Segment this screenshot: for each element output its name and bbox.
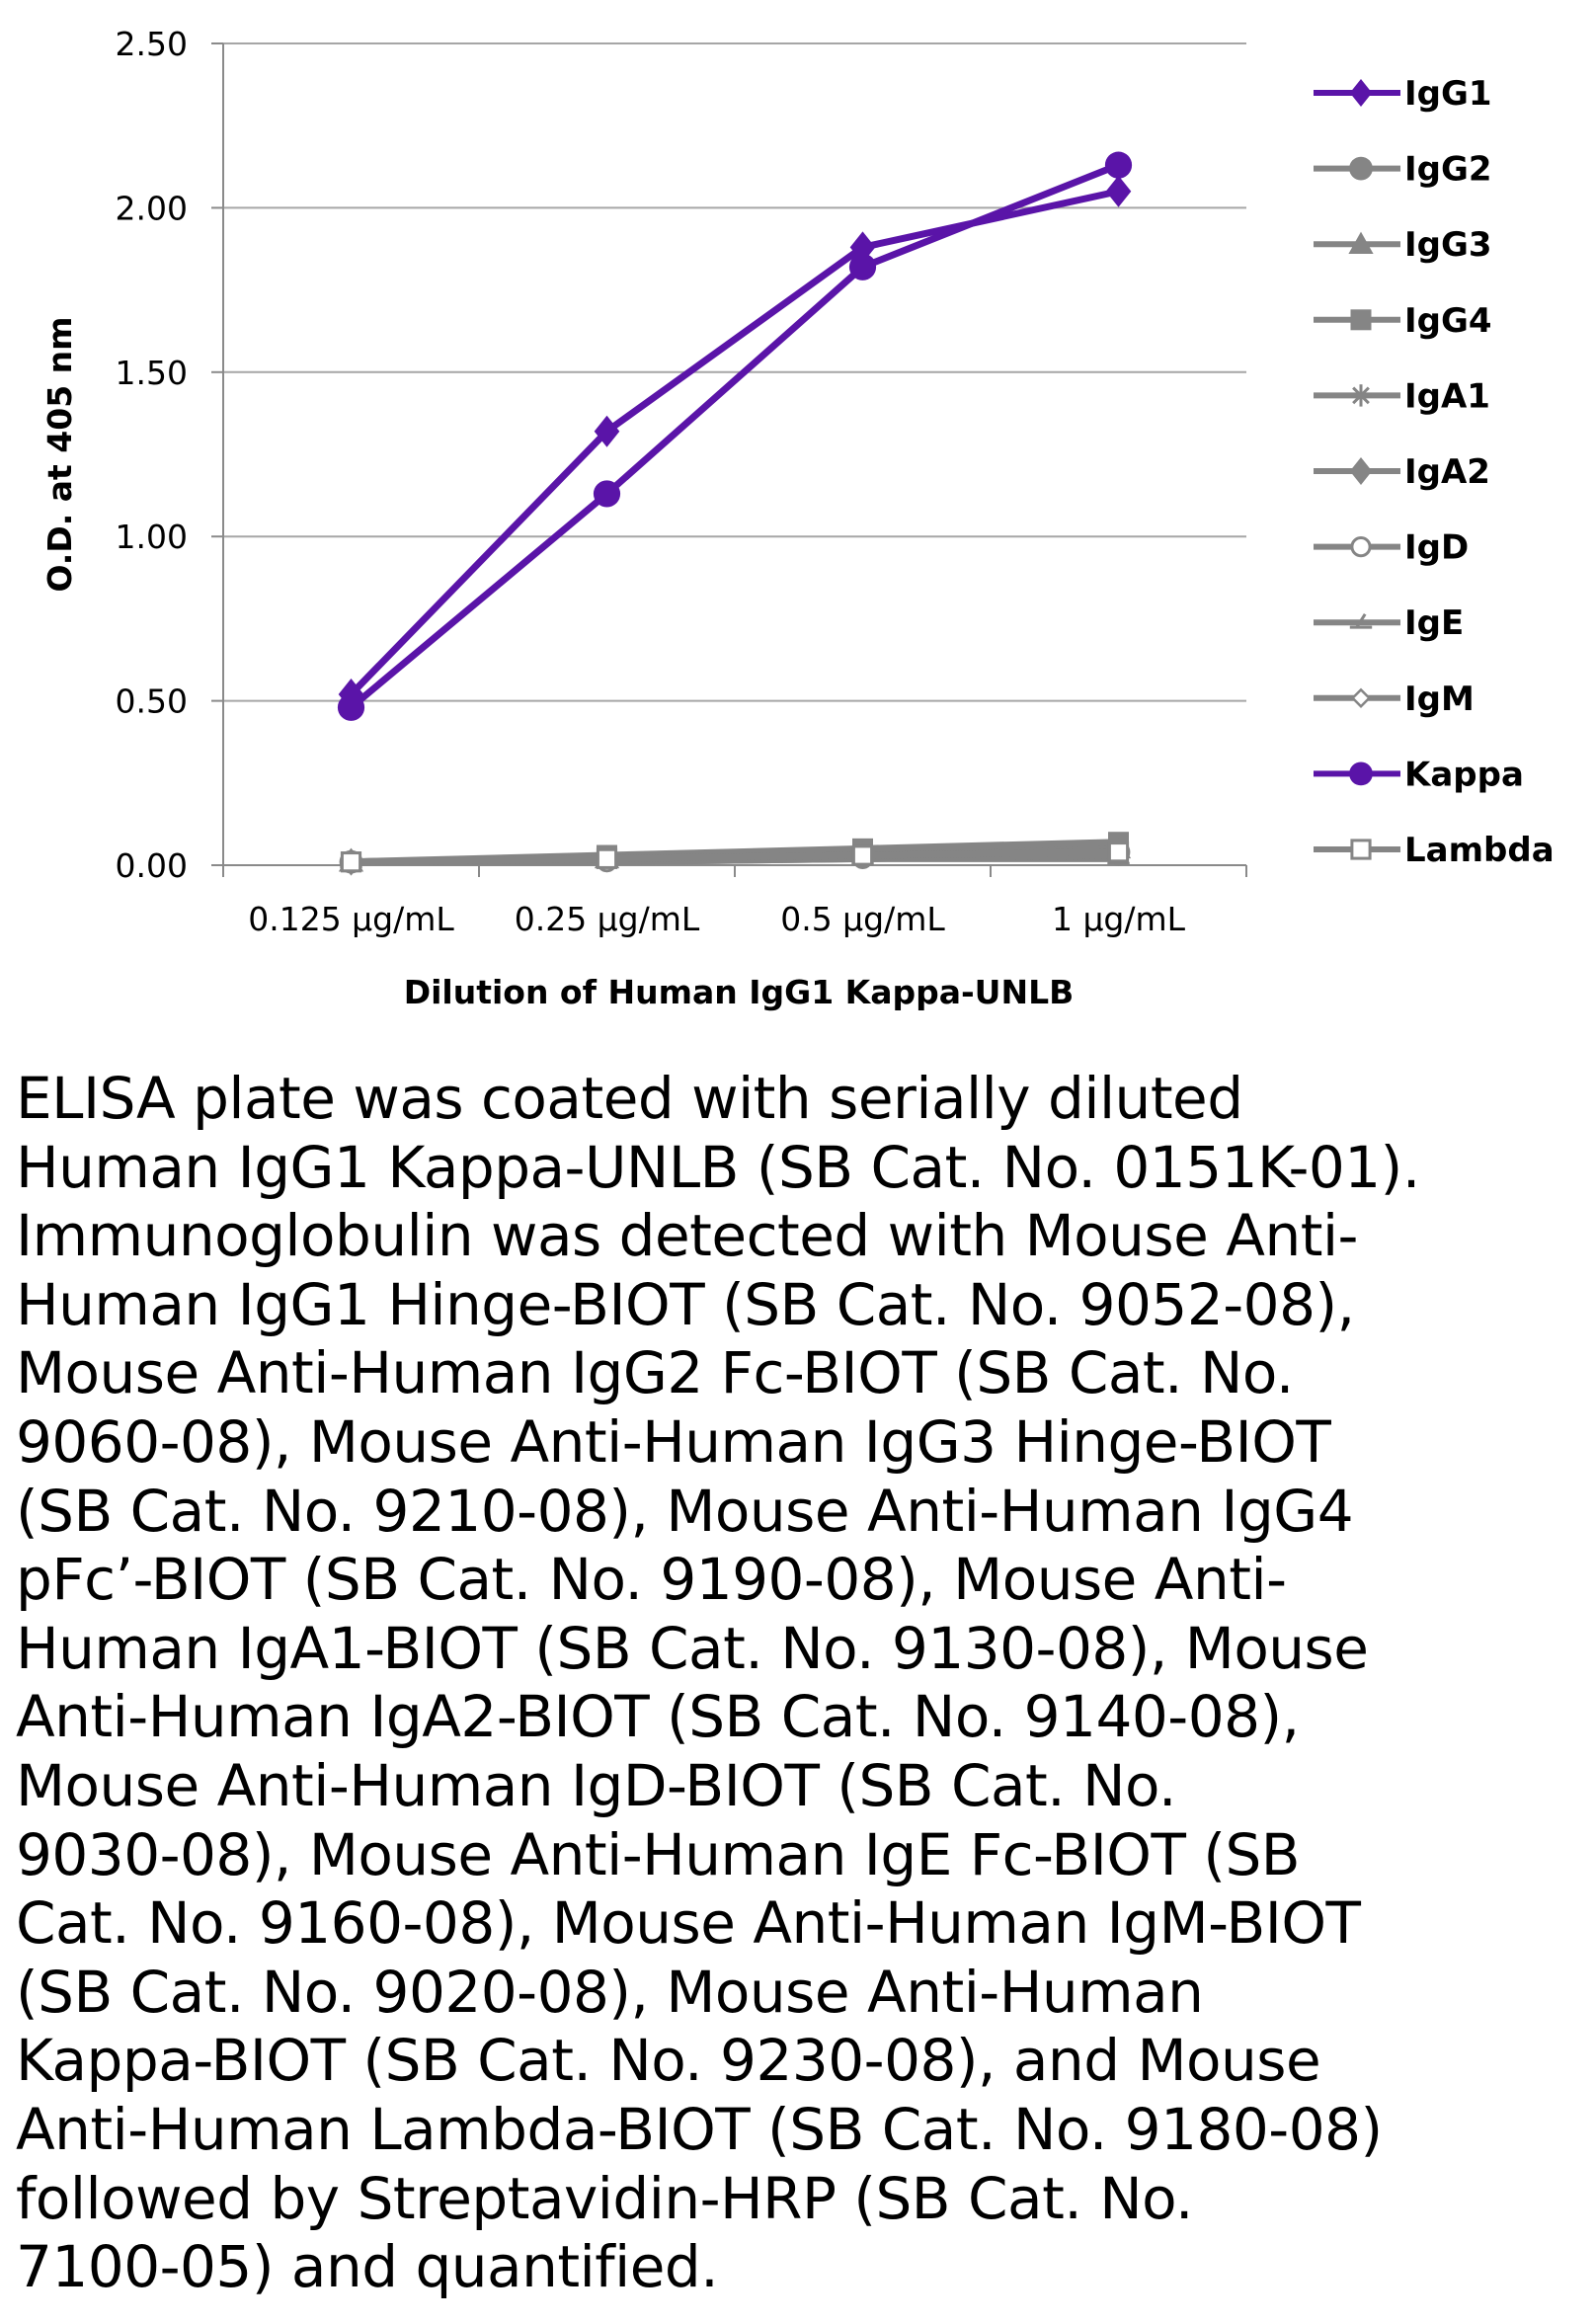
- legend-item: IgG4: [1314, 301, 1492, 341]
- y-tick-label: 1.50: [116, 354, 188, 392]
- legend-item: IgA2: [1314, 452, 1490, 492]
- legend-item: Kappa: [1314, 755, 1524, 794]
- legend-item: IgG2: [1314, 150, 1492, 190]
- legend-item: Lambda: [1314, 831, 1555, 870]
- y-tick-label: 2.50: [116, 25, 188, 63]
- legend-item: IgE: [1314, 603, 1464, 643]
- marker-stroke: [1352, 386, 1370, 405]
- data-point: [1107, 841, 1130, 863]
- x-tick-labels: 0.125 µg/mL 0.25 µg/mL 0.5 µg/mL 1 µg/mL: [248, 900, 1185, 938]
- legend-label: IgG3: [1404, 225, 1492, 265]
- x-tick-label: 0.125 µg/mL: [248, 900, 454, 938]
- x-axis-title: Dilution of Human IgG1 Kappa-UNLB: [404, 973, 1075, 1011]
- legend-item: IgM: [1314, 680, 1475, 719]
- y-axis-title: O.D. at 405 nm: [40, 316, 79, 592]
- legend: IgG1 IgG2 IgG3 IgG4 IgA1 IgA2 IgD IgE IgM Kappa La…: [1314, 74, 1555, 870]
- y-tick-label: 0.00: [116, 846, 188, 885]
- legend-label: IgD: [1404, 528, 1469, 568]
- series-line: [349, 161, 1120, 710]
- caption-text: ELISA plate was coated with serially dil…: [16, 1065, 1420, 2301]
- legend-item: IgG1: [1314, 74, 1492, 114]
- y-tick-labels: 0.00 0.50 1.00 1.50 2.00 2.50: [116, 25, 188, 885]
- legend-marker: [1349, 457, 1373, 485]
- legend-marker: [1349, 612, 1373, 629]
- data-point: [594, 415, 620, 447]
- y-tick-label: 1.00: [116, 518, 188, 556]
- legend-item: IgG3: [1314, 225, 1492, 265]
- legend-item: IgA1: [1314, 376, 1490, 416]
- data-point: [596, 847, 618, 869]
- legend-label: IgG4: [1404, 301, 1492, 341]
- series-igg1: [338, 175, 1132, 710]
- legend-label: IgA2: [1404, 452, 1490, 492]
- legend-marker: [1349, 156, 1373, 181]
- legend-label: IgE: [1404, 603, 1464, 643]
- chart: 0.00 0.50 1.00 1.50 2.00 2.50 0.125 µg/mL 0.25…: [40, 25, 1555, 1011]
- data-point: [848, 253, 877, 280]
- legend-marker: [1350, 309, 1372, 331]
- data-point: [1104, 151, 1133, 179]
- legend-label: IgM: [1404, 680, 1475, 719]
- y-tick-label: 2.00: [116, 189, 188, 227]
- legend-label: Kappa: [1404, 755, 1524, 794]
- marker-stroke: [1355, 612, 1367, 628]
- data-point: [337, 693, 365, 721]
- series-layer: [337, 151, 1133, 876]
- legend-marker: [1349, 79, 1373, 107]
- data-point: [593, 480, 621, 508]
- legend-item: IgD: [1314, 528, 1469, 568]
- x-tick-label: 0.5 µg/mL: [780, 900, 945, 938]
- legend-label: Lambda: [1404, 831, 1555, 870]
- series-line: [351, 848, 1119, 866]
- data-point: [1105, 175, 1132, 207]
- legend-label: IgG1: [1404, 74, 1492, 114]
- data-point: [851, 844, 874, 866]
- legend-label: IgG2: [1404, 150, 1492, 190]
- data-point: [340, 851, 362, 873]
- legend-marker: [1350, 839, 1372, 860]
- legend-marker: [1349, 384, 1373, 407]
- y-tick-label: 0.50: [116, 682, 188, 721]
- legend-label: IgA1: [1404, 376, 1490, 416]
- data-point: [849, 231, 876, 264]
- series-lambda: [340, 841, 1130, 873]
- series-line: [348, 188, 1120, 697]
- x-tick-label: 0.25 µg/mL: [515, 900, 700, 938]
- legend-marker: [1350, 536, 1372, 558]
- legend-marker: [1349, 761, 1373, 786]
- series-kappa: [337, 151, 1133, 721]
- x-tick-label: 1 µg/mL: [1052, 900, 1186, 938]
- legend-marker: [1348, 231, 1374, 254]
- gridlines: [211, 42, 1247, 877]
- legend-marker: [1350, 687, 1372, 708]
